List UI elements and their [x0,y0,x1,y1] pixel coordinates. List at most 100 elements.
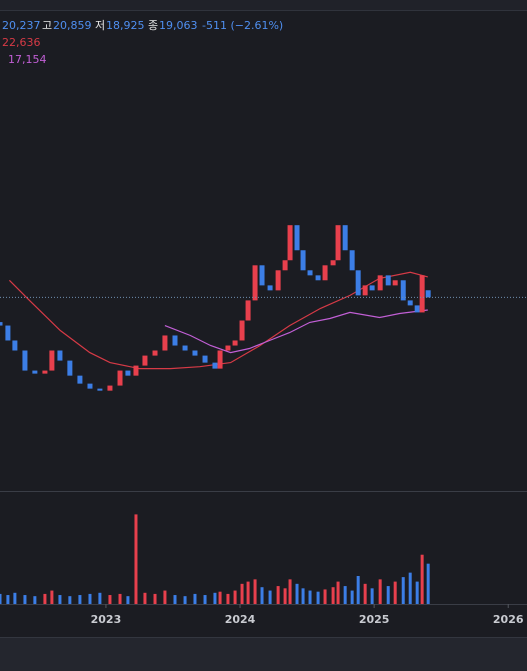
volume-bar [43,593,47,604]
candle-body [49,350,55,371]
volume-bar [343,586,347,604]
candle-body [87,383,93,389]
candle-body [97,388,103,391]
candle-body [267,285,273,291]
volume-bar [426,563,430,604]
candle-body [259,265,265,286]
candle-body [300,250,306,271]
candle-body [355,270,361,296]
candle-body [377,275,383,291]
volume-bar [193,593,197,604]
candle-body [5,325,11,341]
volume-bar [295,583,299,604]
candle-body [125,370,131,376]
volume-bar [134,514,138,604]
candle-body [225,345,231,351]
volume-bar [378,579,382,604]
volume-bar [126,596,130,604]
moving-average [164,309,428,354]
candle-body [22,350,28,371]
volume-bar [108,595,112,604]
top-bar [0,0,527,10]
candle-body [212,362,218,369]
volume-bar [68,596,72,604]
candle-body [322,265,328,281]
volume-bar [118,593,122,604]
candle-body [162,335,168,351]
candle-body [77,375,83,384]
volume-bar [13,592,17,604]
candle-body [342,225,348,251]
x-tick-label: 2025 [359,613,390,626]
header-close: 19,063 [159,19,198,32]
volume-bar [288,579,292,604]
volume-bar [226,593,230,604]
volume-bar [283,588,287,604]
volume-bar [246,581,250,604]
candle-body [275,270,281,291]
candle-body [335,225,341,261]
candle-body [142,355,148,366]
volume-bar [33,596,37,604]
candle-body [425,290,431,298]
candle-body [294,225,300,251]
volume-bar [363,583,367,604]
volume-bar [386,586,390,604]
candle-body [217,350,223,369]
candle-body [42,370,48,374]
volume-bar [420,554,424,604]
candle-body [282,260,288,271]
volume-bar [323,589,327,604]
volume-bar [233,590,237,604]
candle-body [12,340,18,351]
volume-bar [218,591,222,604]
header-high-label: 고 [42,19,52,32]
volume-bar [153,593,157,604]
volume-bar [78,595,82,604]
ma-label: 17,154 [8,53,47,66]
volume-bar [336,581,340,604]
volume-bar [350,590,354,604]
volume-bar [393,581,397,604]
volume-bar [88,593,92,604]
candle-body [307,270,313,276]
volume-bar [213,592,217,604]
header-low: 18,925 [106,19,145,32]
header-low-label: 저 [95,19,105,32]
header-close-label: 종 [148,19,158,32]
candle-body [117,370,123,386]
volume-bar [401,577,405,604]
volume-bar [98,592,102,604]
volume-bar [6,595,10,604]
volume-bar [173,595,177,604]
volume-bar [356,576,360,604]
header-high: 20,859 [53,19,92,32]
volume-bar [240,583,244,604]
volume-bar [163,590,167,604]
candle-body [385,275,391,286]
ma-label: 22,636 [2,36,41,49]
x-tick-label: 2026 [493,613,524,626]
candle-body [202,355,208,363]
candle-body [392,280,398,286]
candle-body [245,300,251,321]
volume-bar [183,596,187,604]
volume-bar [276,586,280,604]
volume-bar [143,592,147,604]
volume-bar [268,590,272,604]
candle-body [67,360,73,376]
volume-bar [415,581,419,604]
header-change: -511 (−2.61%) [202,19,283,32]
candle-body [107,385,113,391]
volume-bar [301,588,305,604]
volume-bar [331,587,335,604]
volume-bar [58,595,62,604]
volume-bar [408,572,412,604]
candle-body [192,350,198,356]
volume-bar [203,595,207,604]
candle-body [239,320,245,341]
candle-body [407,300,413,306]
candle-body [362,285,368,296]
candle-body [172,335,178,346]
